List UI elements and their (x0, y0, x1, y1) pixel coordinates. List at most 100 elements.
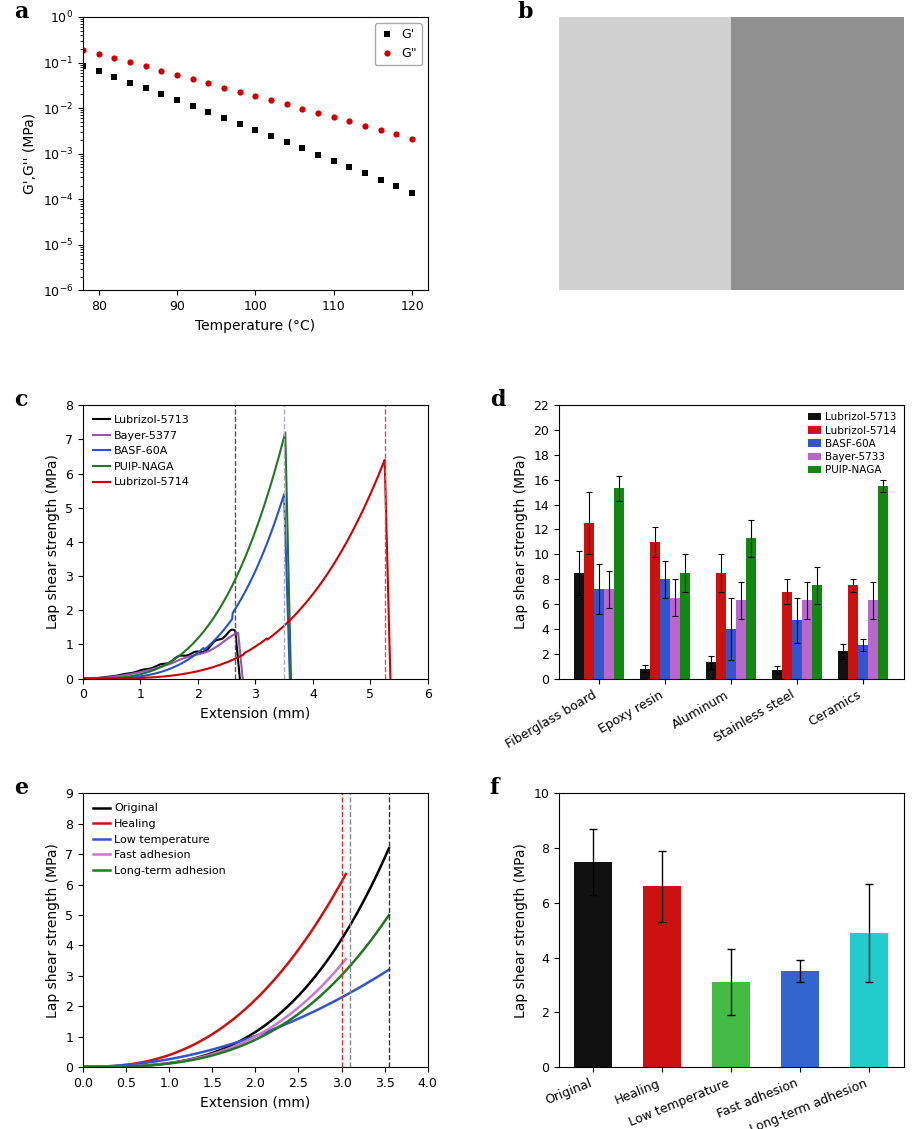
Bar (746, 539, 756, 679)
Lubrizol-5713 (183, 648, 194, 662)
Text: a: a (14, 0, 29, 23)
Line: Lubrizol-5714: Lubrizol-5714 (83, 460, 390, 679)
G' (124, 76, 136, 89)
G' (281, 135, 292, 149)
G" (344, 115, 355, 129)
Y-axis label: Lap shear strength (MPa): Lap shear strength (MPa) (514, 842, 527, 1017)
Bar (727, 629, 736, 679)
Low temperature (328, 995, 339, 1008)
PUIP-NAGA (86, 672, 97, 685)
PUIP-NAGA (113, 671, 124, 684)
Bayer-5377 (77, 672, 89, 685)
Bayer-5377 (184, 649, 195, 663)
G" (93, 47, 104, 61)
Bar (869, 601, 878, 679)
Line: Bayer-5377: Bayer-5377 (83, 632, 242, 679)
Low temperature (260, 1025, 271, 1039)
Lubrizol-5713 (82, 672, 93, 685)
Low temperature (225, 1038, 236, 1051)
G" (328, 111, 339, 124)
Bayer-5377 (82, 672, 93, 685)
Fast adhesion (334, 960, 345, 973)
G' (140, 81, 151, 95)
Fast adhesion (202, 1049, 213, 1062)
Bar (706, 663, 716, 679)
G" (140, 60, 151, 73)
Long-term adhesion (384, 908, 395, 921)
G' (266, 130, 277, 143)
Fast adhesion (293, 1000, 304, 1014)
Lubrizol-5713 (96, 671, 107, 684)
Original (243, 1030, 254, 1043)
BASF-60A (133, 669, 144, 683)
Y-axis label: Lap shear strength (MPa): Lap shear strength (MPa) (46, 842, 60, 1017)
Fast adhesion (219, 1043, 230, 1057)
G" (171, 68, 183, 81)
Bar (792, 620, 802, 679)
G' (203, 106, 214, 120)
Lubrizol-5714 (266, 629, 278, 642)
Bayer-5377 (237, 672, 248, 685)
Original (376, 858, 387, 872)
Line: G": G" (80, 46, 415, 141)
Bar (716, 574, 727, 679)
Lubrizol-5714 (77, 672, 89, 685)
Long-term adhesion (376, 919, 387, 933)
Lubrizol-5714 (119, 672, 130, 685)
Bar (781, 971, 819, 1067)
Long-term adhesion (225, 1043, 236, 1057)
Bar (850, 933, 888, 1067)
Original (225, 1039, 236, 1052)
Original (77, 1060, 89, 1074)
Line: PUIP-NAGA: PUIP-NAGA (83, 432, 291, 679)
Legend: Lubrizol-5713, Lubrizol-5714, BASF-60A, Bayer-5733, PUIP-NAGA: Lubrizol-5713, Lubrizol-5714, BASF-60A, … (806, 411, 898, 478)
X-axis label: Temperature (°C): Temperature (°C) (195, 318, 315, 333)
Bar (838, 651, 848, 679)
BASF-60A (284, 672, 295, 685)
Healing (77, 1060, 89, 1074)
Bar (812, 586, 822, 679)
Healing (202, 1030, 213, 1043)
Healing (234, 1007, 245, 1021)
Bayer-5377 (235, 655, 246, 668)
Bar (802, 601, 812, 679)
Healing (340, 867, 351, 881)
Bar (614, 489, 624, 679)
G" (407, 132, 418, 146)
Line: Fast adhesion: Fast adhesion (83, 959, 346, 1067)
Y-axis label: G',G'' (MPa): G',G'' (MPa) (23, 113, 38, 194)
G' (407, 186, 418, 200)
Bar (595, 589, 604, 679)
G' (156, 88, 167, 102)
G" (77, 43, 89, 56)
Bar (782, 592, 792, 679)
Text: f: f (490, 777, 500, 799)
Lubrizol-5713 (77, 672, 89, 685)
Bar (731, 17, 904, 290)
G' (344, 160, 355, 174)
Legend: Lubrizol-5713, Bayer-5377, BASF-60A, PUIP-NAGA, Lubrizol-5714: Lubrizol-5713, Bayer-5377, BASF-60A, PUI… (89, 411, 195, 492)
Lubrizol-5714 (313, 580, 324, 594)
Line: Original: Original (83, 848, 389, 1067)
G" (297, 102, 308, 115)
Fast adhesion (234, 1038, 245, 1051)
PUIP-NAGA (286, 672, 297, 685)
Low temperature (223, 1039, 234, 1052)
Bar (736, 601, 746, 679)
G" (187, 72, 198, 86)
G" (313, 106, 324, 120)
Low temperature (376, 968, 387, 981)
BASF-60A (113, 672, 124, 685)
Lubrizol-5714 (158, 669, 169, 683)
Healing (204, 1030, 215, 1043)
Line: BASF-60A: BASF-60A (83, 495, 290, 679)
Bar (660, 579, 670, 679)
G' (93, 64, 104, 78)
G' (391, 180, 402, 193)
Bar (848, 586, 858, 679)
G" (234, 85, 245, 98)
G' (187, 99, 198, 113)
G" (266, 94, 277, 107)
BASF-60A (148, 667, 160, 681)
G' (250, 123, 261, 137)
